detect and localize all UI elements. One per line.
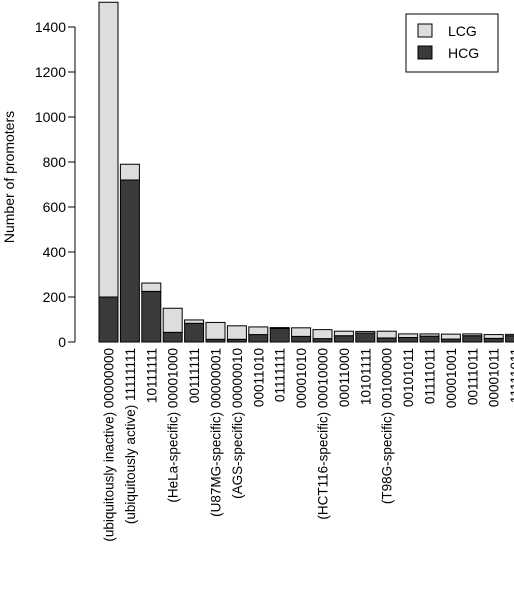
bar-segment-lcg	[419, 333, 440, 337]
bar-segment-lcg	[269, 327, 290, 330]
bar-segment-hcg	[376, 337, 397, 343]
y-tick-label: 200	[43, 289, 67, 305]
x-axis-tick-labels: (ubiquitously inactive) 00000000 (ubiquit…	[102, 348, 514, 542]
x-tick-label: (ubiquitously inactive) 00000000	[102, 348, 117, 542]
y-tick-label: 800	[43, 154, 67, 170]
x-tick-label: 00001001	[444, 348, 459, 408]
y-axis: 0 200 400 600 800 1000 1200 1400	[35, 19, 76, 350]
bar-segment-lcg	[312, 329, 333, 340]
bar-segment-lcg	[483, 334, 504, 339]
x-tick-label: (HeLa-specific) 00001000	[166, 348, 181, 503]
bar-segment-lcg	[162, 307, 183, 333]
x-tick-label: (T98G-specific) 00100000	[380, 348, 395, 504]
x-tick-label: 00001010	[294, 348, 309, 408]
bar-segment-lcg	[141, 282, 162, 292]
x-tick-label: 00011000	[337, 348, 352, 407]
bar-segment-hcg	[248, 334, 269, 343]
bar-segment-hcg	[269, 328, 290, 343]
bar-segment-hcg	[291, 335, 312, 343]
bar-segment-lcg	[98, 1, 119, 298]
y-tick-label: 1200	[35, 64, 66, 80]
bars	[98, 1, 514, 343]
x-tick-label: (AGS-specific) 00000010	[230, 348, 245, 499]
legend-label-lcg: LCG	[448, 23, 477, 39]
x-tick-label: 10111111	[144, 348, 159, 403]
x-tick-label: 00101011	[401, 348, 416, 407]
bar-segment-hcg	[505, 335, 514, 343]
y-axis-label: Number of promoters	[1, 111, 17, 243]
legend-swatch-hcg	[417, 45, 433, 60]
y-tick-label: 600	[43, 199, 67, 215]
x-tick-label: 10101111	[358, 348, 373, 405]
bar-segment-lcg	[226, 325, 247, 340]
bar-segment-lcg	[184, 319, 205, 324]
bar-segment-hcg	[355, 332, 376, 343]
bar-segment-hcg	[333, 335, 354, 343]
bar-segment-hcg	[419, 335, 440, 343]
x-tick-label: (HCT116-specific) 00010000	[316, 348, 331, 520]
y-tick-label: 400	[43, 244, 67, 260]
x-tick-label: (U87MG-specific) 00000001	[209, 348, 224, 517]
bar-segment-hcg	[162, 331, 183, 343]
bar-segment-lcg	[333, 330, 354, 337]
bar-segment-lcg	[376, 330, 397, 339]
bar-segment-lcg	[291, 327, 312, 337]
y-tick-label: 1000	[35, 109, 66, 125]
bar-segment-lcg	[440, 333, 461, 340]
bar-segment-lcg	[505, 333, 514, 337]
x-tick-label: 00001011	[487, 348, 502, 407]
bar-segment-lcg	[398, 333, 419, 338]
bar-segment-lcg	[355, 330, 376, 334]
y-tick-label: 1400	[35, 19, 66, 35]
legend-label-hcg: HCG	[448, 45, 479, 61]
bar-segment-hcg	[312, 338, 333, 343]
bar-segment-lcg	[462, 333, 483, 337]
legend: LCG HCG	[405, 13, 499, 73]
bar-segment-hcg	[119, 179, 140, 343]
x-tick-label: 11111011	[508, 348, 514, 403]
x-tick-label: 01111011	[423, 348, 438, 404]
legend-swatch-lcg	[417, 23, 433, 38]
bar-segment-hcg	[462, 335, 483, 343]
x-tick-label: 00111011	[465, 348, 480, 405]
x-tick-label: 01111111	[273, 348, 288, 402]
bar-segment-lcg	[248, 326, 269, 336]
x-tick-label: 00111111	[187, 348, 202, 403]
bar-segment-hcg	[98, 296, 119, 343]
bar-segment-hcg	[398, 337, 419, 343]
bar-segment-lcg	[119, 163, 140, 181]
bar-segment-hcg	[483, 337, 504, 343]
x-tick-label: (ubiquitously active) 11111111	[123, 348, 138, 524]
bar-segment-hcg	[141, 290, 162, 343]
y-tick-label: 0	[58, 334, 66, 350]
bar-segment-lcg	[205, 321, 226, 340]
x-tick-label: 00011010	[251, 348, 266, 407]
bar-segment-hcg	[184, 322, 205, 343]
